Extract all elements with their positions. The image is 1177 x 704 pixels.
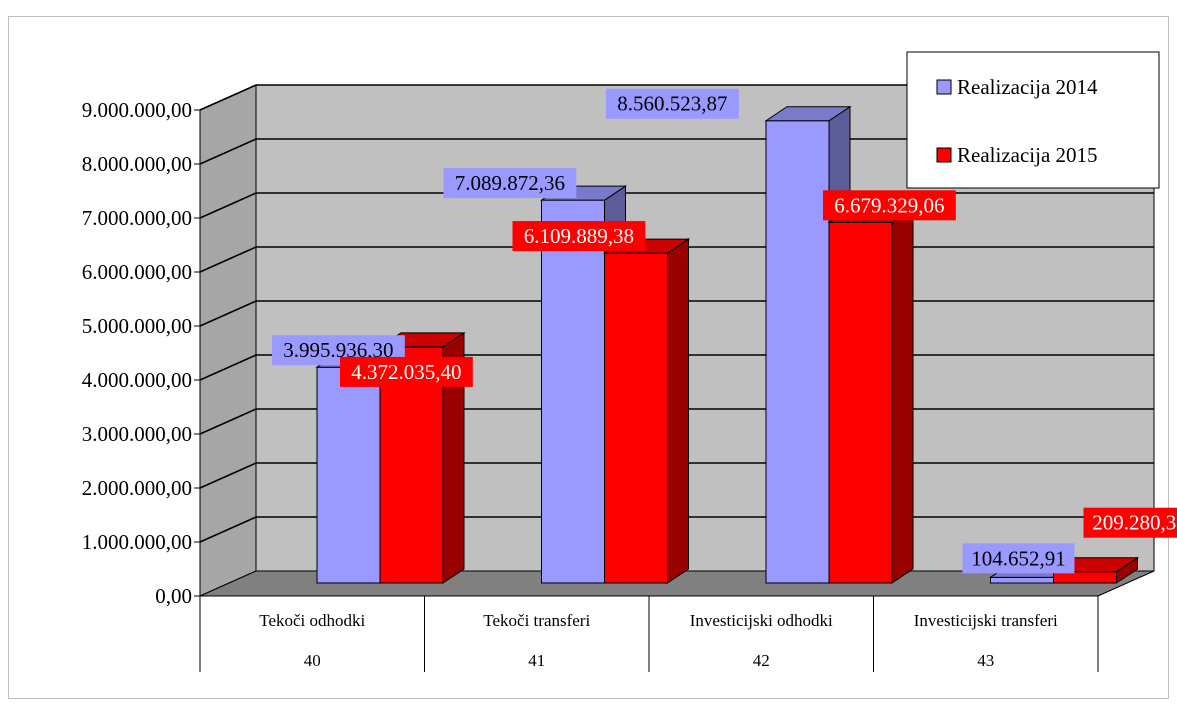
x-category-label: Investicijski transferi [914,611,1058,630]
y-tick-label: 8.000.000,00 [82,152,192,176]
gridline-side [199,462,257,489]
x-category-code: 43 [977,651,994,670]
legend-box [906,51,1160,189]
y-tick-label: 9.000.000,00 [82,98,192,122]
legend-swatch [936,147,952,163]
data-label: 7.089.872,36 [455,171,565,195]
bar-front-s2 [828,221,893,584]
gridline-side [199,300,257,327]
data-label-bg [512,221,646,252]
bar-front-s1 [541,199,605,584]
data-label-bg [340,356,473,387]
gridline-side [199,246,257,273]
data-label: 6.109.889,38 [524,224,634,248]
legend-label: Realizacija 2015 [957,143,1098,167]
y-tick-label: 1.000.000,00 [82,530,192,554]
data-label: 104.652,91 [971,546,1066,570]
y-tick-label: 3.000.000,00 [82,422,192,446]
gridline-side [199,516,257,543]
gridline-side [199,138,257,165]
gridline-side [199,408,257,435]
data-label: 4.372.035,40 [351,360,461,384]
gridline-side [199,84,257,111]
side-wall [199,84,257,597]
x-category-label: Tekoči transferi [483,611,590,630]
data-label: 8.560.523,87 [617,92,727,116]
y-tick-label: 0,00 [155,584,192,608]
y-tick-label: 6.000.000,00 [82,260,192,284]
bar-front-s2 [604,252,668,584]
bar-side-s2 [667,238,689,584]
data-label: 6.679.329,06 [834,193,944,217]
x-category-label: Investicijski odhodki [690,611,833,630]
data-label-bg [823,190,956,221]
gridline-side [199,192,257,219]
bar-top-s1 [764,106,852,122]
x-category-label: Tekoči odhodki [259,611,365,630]
x-category-code: 42 [753,651,770,670]
legend-label: Realizacija 2014 [957,75,1098,99]
gridline-side [199,354,257,381]
bar-side-s2 [891,207,914,584]
y-tick-label: 2.000.000,00 [82,476,192,500]
data-label-bg [606,88,739,119]
y-tick-label: 4.000.000,00 [82,368,192,392]
x-category-code: 41 [528,651,545,670]
x-category-code: 40 [304,651,321,670]
bar-front-s2 [1053,571,1117,584]
data-label-bg [1083,507,1177,538]
data-label-bg [962,543,1075,574]
data-label: 209.280,36 [1092,511,1177,535]
y-tick-label: 5.000.000,00 [82,314,192,338]
legend-swatch [936,79,952,95]
y-tick-label: 7.000.000,00 [82,206,192,230]
bar-front-s1 [765,120,830,584]
bar-front-s1 [990,576,1054,584]
bar-front-s1 [316,366,381,584]
data-label-bg [443,168,577,199]
